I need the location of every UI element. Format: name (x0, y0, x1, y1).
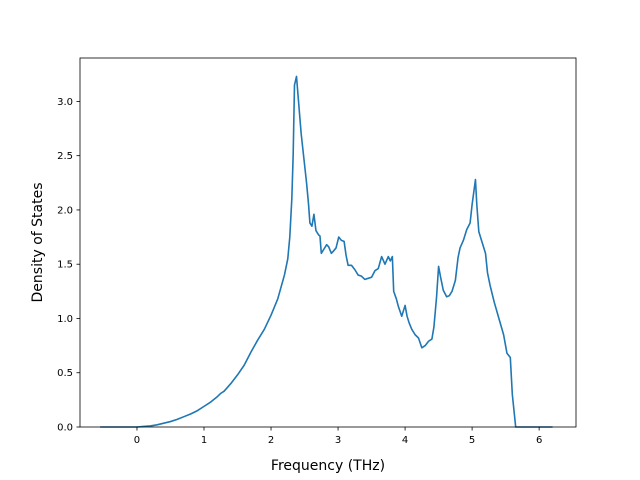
x-axis-label: Frequency (THz) (271, 458, 385, 474)
plot-layer (100, 75, 553, 428)
y-tick-label: 1.5 (57, 260, 73, 271)
y-axis: 0.0 0.5 1.0 1.5 2.0 2.5 3.0 (57, 97, 80, 434)
x-tick-label: 4 (402, 435, 408, 446)
x-tick-label: 5 (469, 435, 475, 446)
y-tick-label: 2.0 (57, 205, 73, 216)
x-axis: 0 1 2 3 4 5 6 (134, 427, 542, 446)
y-tick-label: 3.0 (57, 97, 73, 108)
plot-frame (79, 57, 577, 428)
dos-series-line (100, 75, 553, 428)
x-tick-label: 0 (134, 435, 140, 446)
y-tick-label: 0.0 (57, 423, 73, 434)
x-tick-label: 2 (268, 435, 274, 446)
x-tick-label: 3 (335, 435, 341, 446)
y-tick-label: 1.0 (57, 314, 73, 325)
x-tick-label: 6 (536, 435, 542, 446)
y-tick-label: 2.5 (57, 151, 73, 162)
y-axis-label: Density of States (30, 183, 46, 303)
y-tick-label: 0.5 (57, 368, 73, 379)
x-tick-label: 1 (201, 435, 207, 446)
